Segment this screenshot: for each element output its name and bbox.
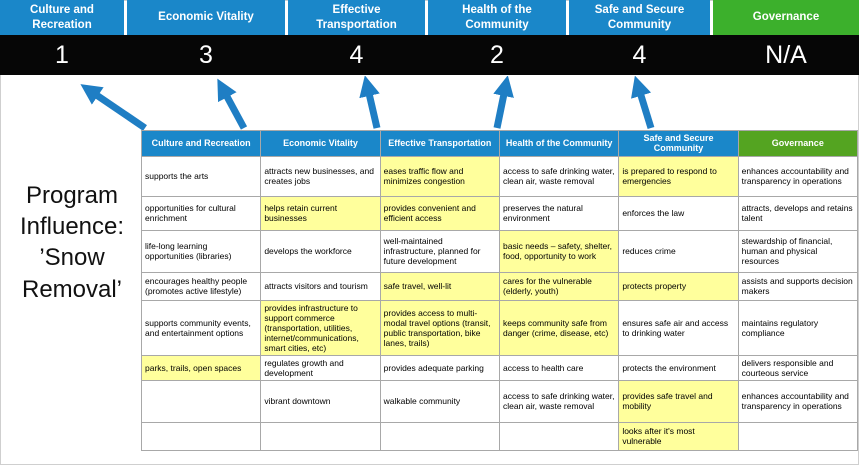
table-cell: cares for the vulnerable (elderly, youth… xyxy=(499,272,618,300)
table-cell: is prepared to respond to emergencies xyxy=(619,156,738,196)
score-band: 13424N/A xyxy=(0,35,859,75)
table-cell: provides adequate parking xyxy=(380,355,499,380)
table-cell: provides infrastructure to support comme… xyxy=(261,300,380,355)
table-cell: access to safe drinking water, clean air… xyxy=(499,156,618,196)
table-header-safe-and-secure-community: Safe and Secure Community xyxy=(619,131,738,157)
table-cell xyxy=(142,422,261,450)
table-cell: assists and supports decision makers xyxy=(738,272,857,300)
score-arrow-1-icon xyxy=(92,92,145,128)
table-row: looks after it's most vulnerable xyxy=(142,422,858,450)
table-cell: access to safe drinking water, clean air… xyxy=(499,380,618,422)
category-header-health-of-the-community: Health of the Community xyxy=(428,0,566,35)
table-row: supports the artsattracts new businesses… xyxy=(142,156,858,196)
score-arrow-5-icon xyxy=(639,89,651,128)
table-header-culture-and-recreation: Culture and Recreation xyxy=(142,131,261,157)
table-cell: walkable community xyxy=(380,380,499,422)
category-header-band: Culture and RecreationEconomic VitalityE… xyxy=(0,0,859,35)
table-row: encourages healthy people (promotes acti… xyxy=(142,272,858,300)
table-cell: supports the arts xyxy=(142,156,261,196)
program-influence-title: Program Influence: ’Snow Removal’ xyxy=(0,180,144,305)
table-cell: ensures safe air and access to drinking … xyxy=(619,300,738,355)
category-header-safe-and-secure-community: Safe and Secure Community xyxy=(569,0,710,35)
table-cell: protects the environment xyxy=(619,355,738,380)
table-row: parks, trails, open spacesregulates grow… xyxy=(142,355,858,380)
table-cell: provides convenient and efficient access xyxy=(380,196,499,230)
table-header-economic-vitality: Economic Vitality xyxy=(261,131,380,157)
score-culture-and-recreation: 1 xyxy=(0,35,124,75)
table-cell: safe travel, well-lit xyxy=(380,272,499,300)
category-header-economic-vitality: Economic Vitality xyxy=(127,0,285,35)
table-cell: delivers responsible and courteous servi… xyxy=(738,355,857,380)
table-cell: protects property xyxy=(619,272,738,300)
category-header-effective-transportation: Effective Transportation xyxy=(288,0,425,35)
table-cell: well-maintained infrastructure, planned … xyxy=(380,230,499,272)
score-governance: N/A xyxy=(713,35,859,75)
score-economic-vitality: 3 xyxy=(127,35,285,75)
table-header-row: Culture and RecreationEconomic VitalityE… xyxy=(142,131,858,157)
table-cell xyxy=(380,422,499,450)
arrows-layer xyxy=(0,76,859,132)
table-row: opportunities for cultural enrichmenthel… xyxy=(142,196,858,230)
table-cell: preserves the natural environment xyxy=(499,196,618,230)
table-cell: reduces crime xyxy=(619,230,738,272)
table-row: life-long learning opportunities (librar… xyxy=(142,230,858,272)
table-cell: basic needs – safety, shelter, food, opp… xyxy=(499,230,618,272)
table-cell: access to health care xyxy=(499,355,618,380)
table-row: vibrant downtownwalkable communityaccess… xyxy=(142,380,858,422)
table-row: supports community events, and entertain… xyxy=(142,300,858,355)
table-cell: enforces the law xyxy=(619,196,738,230)
table-cell: parks, trails, open spaces xyxy=(142,355,261,380)
table-cell: looks after it's most vulnerable xyxy=(619,422,738,450)
slide: Culture and RecreationEconomic VitalityE… xyxy=(0,0,859,465)
category-header-governance: Governance xyxy=(713,0,859,35)
table-cell: regulates growth and development xyxy=(261,355,380,380)
table-cell: enhances accountability and transparency… xyxy=(738,380,857,422)
table-cell: provides safe travel and mobility xyxy=(619,380,738,422)
score-arrow-4-icon xyxy=(497,89,505,128)
table-cell: attracts, develops and retains talent xyxy=(738,196,857,230)
table-cell: eases traffic flow and minimizes congest… xyxy=(380,156,499,196)
table-cell: develops the workforce xyxy=(261,230,380,272)
influence-matrix-table: Culture and RecreationEconomic VitalityE… xyxy=(141,130,858,451)
table-header-effective-transportation: Effective Transportation xyxy=(380,131,499,157)
score-arrow-3-icon xyxy=(368,89,377,128)
table-cell: helps retain current businesses xyxy=(261,196,380,230)
table-header-health-of-the-community: Health of the Community xyxy=(499,131,618,157)
table-cell: supports community events, and entertain… xyxy=(142,300,261,355)
table-cell: life-long learning opportunities (librar… xyxy=(142,230,261,272)
table-cell xyxy=(261,422,380,450)
table-cell xyxy=(499,422,618,450)
score-health-of-the-community: 2 xyxy=(428,35,566,75)
table-cell: enhances accountability and transparency… xyxy=(738,156,857,196)
table-header-governance: Governance xyxy=(738,131,857,157)
table-cell: opportunities for cultural enrichment xyxy=(142,196,261,230)
table-cell: maintains regulatory compliance xyxy=(738,300,857,355)
table-cell: attracts visitors and tourism xyxy=(261,272,380,300)
table-cell: stewardship of financial, human and phys… xyxy=(738,230,857,272)
table-cell: provides access to multi-modal travel op… xyxy=(380,300,499,355)
table-cell: vibrant downtown xyxy=(261,380,380,422)
score-safe-and-secure-community: 4 xyxy=(569,35,710,75)
table-cell: attracts new businesses, and creates job… xyxy=(261,156,380,196)
table-cell xyxy=(142,380,261,422)
category-header-culture-and-recreation: Culture and Recreation xyxy=(0,0,124,35)
table-cell xyxy=(738,422,857,450)
table-cell: encourages healthy people (promotes acti… xyxy=(142,272,261,300)
score-arrow-2-icon xyxy=(224,91,244,128)
table-cell: keeps community safe from danger (crime,… xyxy=(499,300,618,355)
score-effective-transportation: 4 xyxy=(288,35,425,75)
